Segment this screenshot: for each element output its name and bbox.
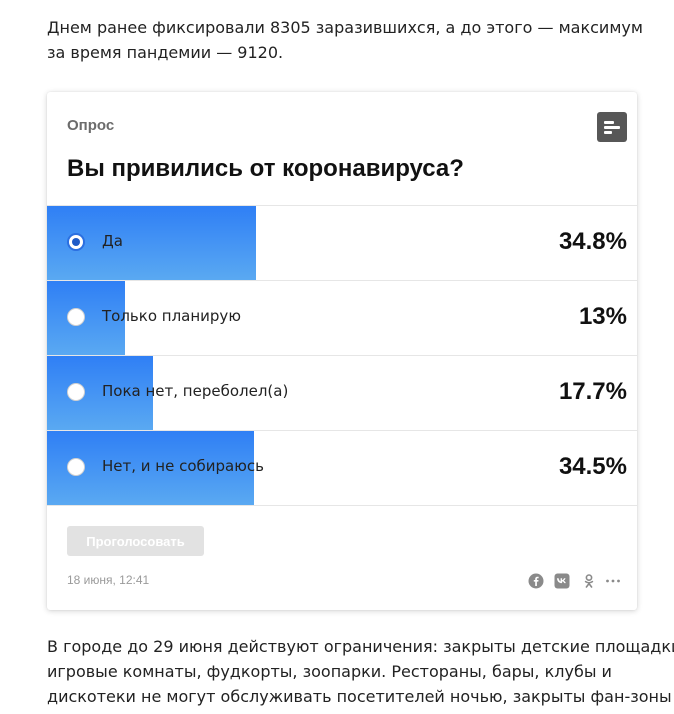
poll-option-no[interactable]: Нет, и не собираюсь 34.5% [47, 431, 637, 506]
poll-option-label: Пока нет, переболел(а) [102, 382, 289, 400]
facebook-icon[interactable] [528, 573, 544, 589]
article-line: игровые комнаты, фудкорты, зоопарки. Рес… [47, 662, 612, 681]
poll-date: 18 июня, 12:41 [67, 573, 150, 587]
poll-widget: Опрос Вы привились от коронавируса? Да 3… [47, 92, 637, 610]
radio-selected-icon[interactable] [67, 233, 85, 251]
poll-option-percent: 34.8% [558, 228, 627, 255]
radio-icon[interactable] [67, 308, 85, 326]
poll-option-da[interactable]: Да 34.8% [47, 206, 637, 281]
poll-option-label: Нет, и не собираюсь [102, 457, 264, 475]
poll-option-percent: 13% [578, 303, 627, 330]
poll-option-planning[interactable]: Только планирую 13% [47, 281, 637, 356]
radio-icon[interactable] [67, 383, 85, 401]
vk-icon[interactable] [554, 573, 570, 589]
article-line: дискотеки не могут обслуживать посетител… [47, 687, 672, 706]
poll-option-percent: 34.5% [558, 453, 627, 480]
poll-option-bar [47, 356, 154, 430]
odnoklassniki-icon[interactable] [581, 573, 597, 589]
poll-option-label: Да [102, 232, 123, 250]
radio-icon[interactable] [67, 458, 85, 476]
article-paragraph-top: Днем ранее фиксировали 8305 заразившихся… [47, 18, 643, 62]
poll-results-icon[interactable] [597, 112, 627, 142]
more-icon[interactable] [605, 573, 621, 589]
poll-option-recovered[interactable]: Пока нет, переболел(а) 17.7% [47, 356, 637, 431]
poll-options: Да 34.8% Только планирую 13% Пока нет, п… [47, 205, 637, 506]
article-paragraph-bottom: В городе до 29 июня действуют ограничени… [47, 634, 674, 709]
poll-option-bar [47, 281, 125, 355]
article-line: В городе до 29 июня действуют ограничени… [47, 637, 674, 656]
vote-button[interactable]: Проголосовать [67, 526, 204, 556]
poll-option-label: Только планирую [102, 307, 241, 325]
poll-option-percent: 17.7% [558, 378, 627, 405]
poll-label: Опрос [67, 117, 115, 134]
poll-question: Вы привились от коронавируса? [67, 155, 464, 182]
